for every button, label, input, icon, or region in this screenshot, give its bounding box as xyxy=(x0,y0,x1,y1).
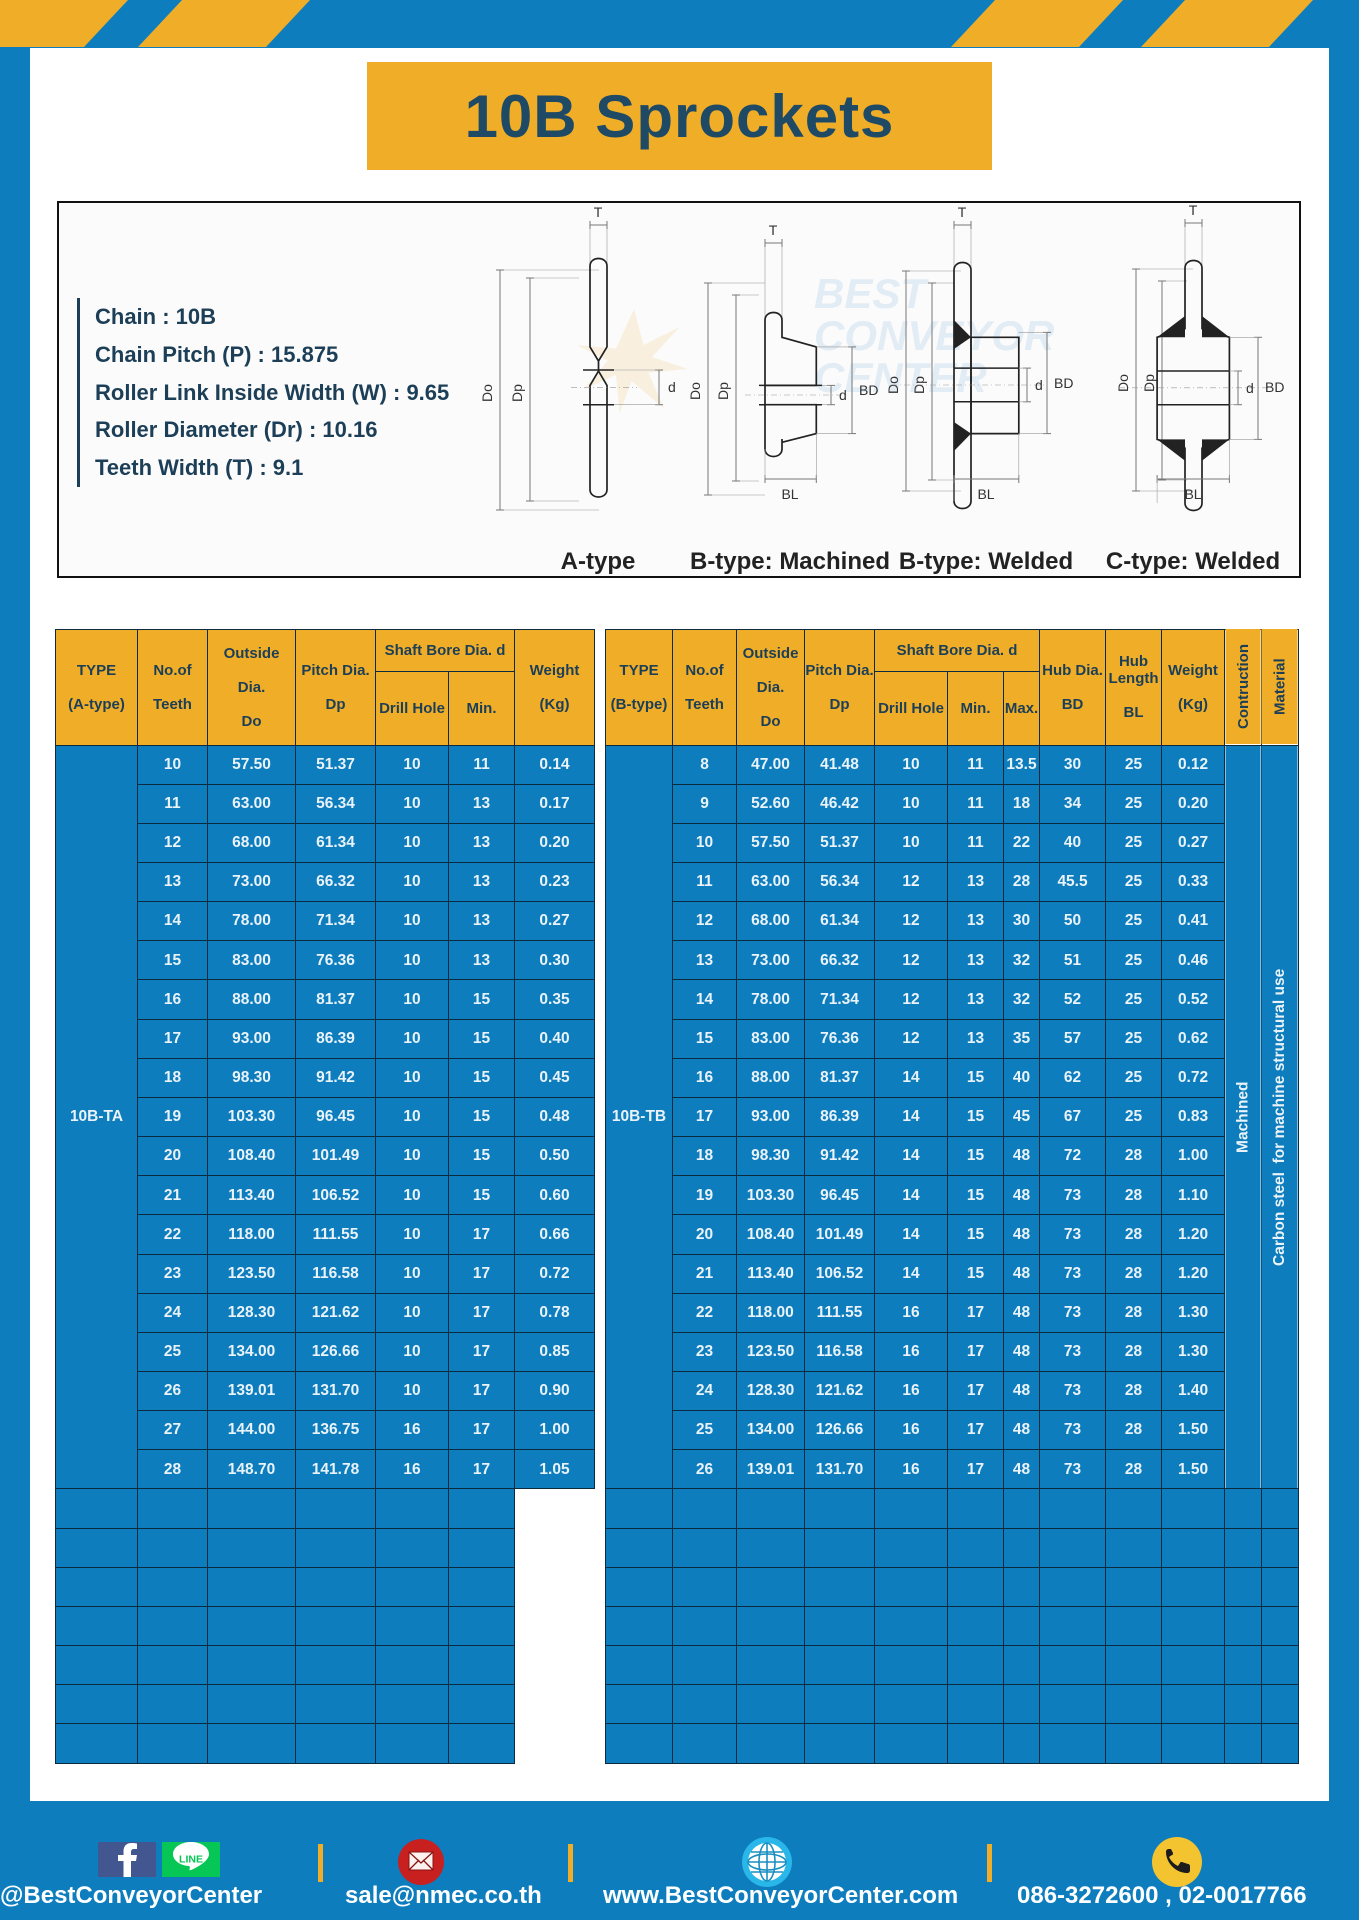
svg-text:Do: Do xyxy=(687,382,703,400)
svg-text:d: d xyxy=(839,387,847,403)
svg-text:LINE: LINE xyxy=(179,1854,203,1866)
svg-text:T: T xyxy=(594,204,603,220)
svg-text:d: d xyxy=(1035,377,1043,393)
svg-text:B-type: Machined: B-type: Machined xyxy=(690,548,890,575)
svg-text:T: T xyxy=(958,204,967,220)
svg-text:Do: Do xyxy=(479,384,495,402)
svg-text:Dp: Dp xyxy=(715,382,731,400)
svg-text:Do: Do xyxy=(1115,374,1131,392)
svg-text:BD: BD xyxy=(1265,379,1284,395)
svg-text:BL: BL xyxy=(1184,486,1201,502)
svg-text:BL: BL xyxy=(781,486,798,502)
svg-text:BL: BL xyxy=(977,486,994,502)
svg-text:BD: BD xyxy=(1054,375,1073,391)
svg-text:Dp: Dp xyxy=(1141,374,1157,392)
svg-text:T: T xyxy=(1189,203,1198,218)
svg-text:Dp: Dp xyxy=(509,384,525,402)
svg-text:A-type: A-type xyxy=(561,548,636,575)
svg-text:d: d xyxy=(1246,380,1254,396)
svg-text:B-type: Welded: B-type: Welded xyxy=(899,548,1073,575)
svg-text:T: T xyxy=(769,222,778,238)
svg-text:d: d xyxy=(668,379,676,395)
svg-text:C-type: Welded: C-type: Welded xyxy=(1106,548,1280,575)
svg-text:BD: BD xyxy=(859,382,878,398)
